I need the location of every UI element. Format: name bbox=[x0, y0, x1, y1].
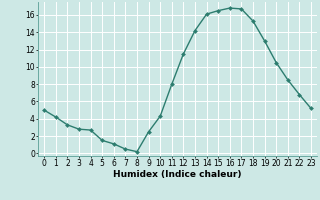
X-axis label: Humidex (Indice chaleur): Humidex (Indice chaleur) bbox=[113, 170, 242, 179]
